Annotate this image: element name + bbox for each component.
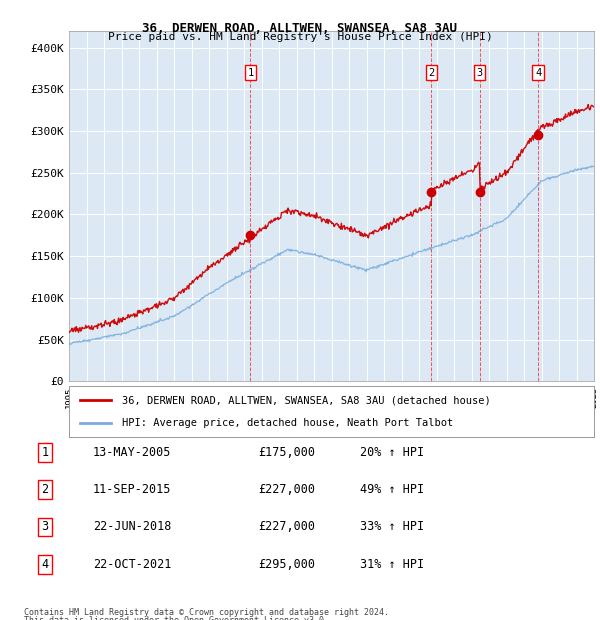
Text: £227,000: £227,000	[258, 521, 315, 533]
Text: £227,000: £227,000	[258, 484, 315, 496]
Text: 22-JUN-2018: 22-JUN-2018	[93, 521, 172, 533]
Text: 3: 3	[476, 68, 483, 78]
Text: Price paid vs. HM Land Registry's House Price Index (HPI): Price paid vs. HM Land Registry's House …	[107, 32, 493, 42]
Text: This data is licensed under the Open Government Licence v3.0.: This data is licensed under the Open Gov…	[24, 616, 329, 620]
Text: 3: 3	[41, 521, 49, 533]
Text: £175,000: £175,000	[258, 446, 315, 459]
Text: 4: 4	[41, 558, 49, 570]
Text: 1: 1	[247, 68, 254, 78]
Text: 49% ↑ HPI: 49% ↑ HPI	[360, 484, 424, 496]
Text: 11-SEP-2015: 11-SEP-2015	[93, 484, 172, 496]
Text: 31% ↑ HPI: 31% ↑ HPI	[360, 558, 424, 570]
Text: 22-OCT-2021: 22-OCT-2021	[93, 558, 172, 570]
Text: 36, DERWEN ROAD, ALLTWEN, SWANSEA, SA8 3AU (detached house): 36, DERWEN ROAD, ALLTWEN, SWANSEA, SA8 3…	[121, 396, 490, 405]
Text: 36, DERWEN ROAD, ALLTWEN, SWANSEA, SA8 3AU: 36, DERWEN ROAD, ALLTWEN, SWANSEA, SA8 3…	[143, 22, 458, 35]
Text: 1: 1	[41, 446, 49, 459]
Text: HPI: Average price, detached house, Neath Port Talbot: HPI: Average price, detached house, Neat…	[121, 418, 453, 428]
Text: 4: 4	[535, 68, 541, 78]
Text: 2: 2	[41, 484, 49, 496]
Text: Contains HM Land Registry data © Crown copyright and database right 2024.: Contains HM Land Registry data © Crown c…	[24, 608, 389, 617]
Text: 2: 2	[428, 68, 434, 78]
Text: 33% ↑ HPI: 33% ↑ HPI	[360, 521, 424, 533]
Text: 13-MAY-2005: 13-MAY-2005	[93, 446, 172, 459]
Text: £295,000: £295,000	[258, 558, 315, 570]
Text: 20% ↑ HPI: 20% ↑ HPI	[360, 446, 424, 459]
